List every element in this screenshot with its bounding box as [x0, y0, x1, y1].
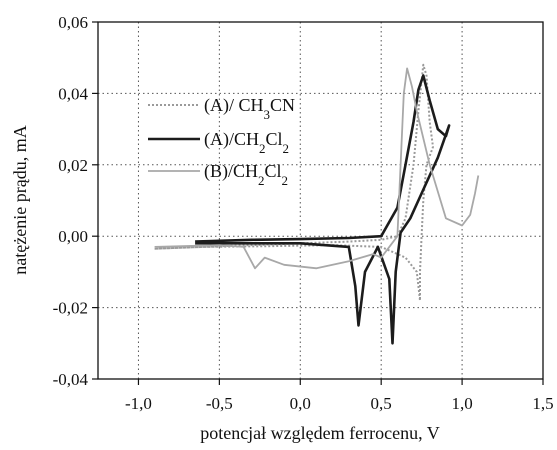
x-tick-label: 0,0: [290, 394, 311, 413]
legend: (A)/ CH3CN (A)/CH2Cl2 (B)/CH2Cl2: [148, 95, 295, 188]
y-tick-label: 0,02: [58, 156, 88, 175]
y-tick-label: -0,02: [53, 299, 88, 318]
y-tick-label: -0,04: [53, 370, 89, 389]
series-lines: [154, 63, 480, 345]
series-line-3: [154, 67, 480, 270]
series-line-2: [195, 74, 451, 345]
y-tick-label: 0,00: [58, 227, 88, 246]
x-tick-label: 1,5: [532, 394, 553, 413]
y-tick-label: 0,06: [58, 13, 88, 32]
y-axis-label: natężenie prądu, mA: [10, 125, 30, 274]
legend-label: (A)/CH2Cl2: [204, 129, 289, 156]
axis-ticks: -1,0 -0,5 0,0 0,5 1,0 1,5 0,06 0,04 0,02 0,00 -0,0…: [53, 13, 554, 413]
y-tick-label: 0,04: [58, 84, 88, 103]
legend-label: (A)/ CH3CN: [204, 95, 295, 122]
grid-lines: [98, 22, 543, 379]
x-tick-label: -1,0: [125, 394, 152, 413]
x-axis-label: potencjał względem ferrocenu, V: [200, 423, 440, 443]
x-tick-label: 1,0: [451, 394, 472, 413]
x-tick-label: -0,5: [206, 394, 233, 413]
x-tick-label: 0,5: [371, 394, 392, 413]
legend-label: (B)/CH2Cl2: [204, 161, 288, 188]
series-line-1: [154, 63, 434, 302]
plot-frame: [97, 21, 544, 380]
